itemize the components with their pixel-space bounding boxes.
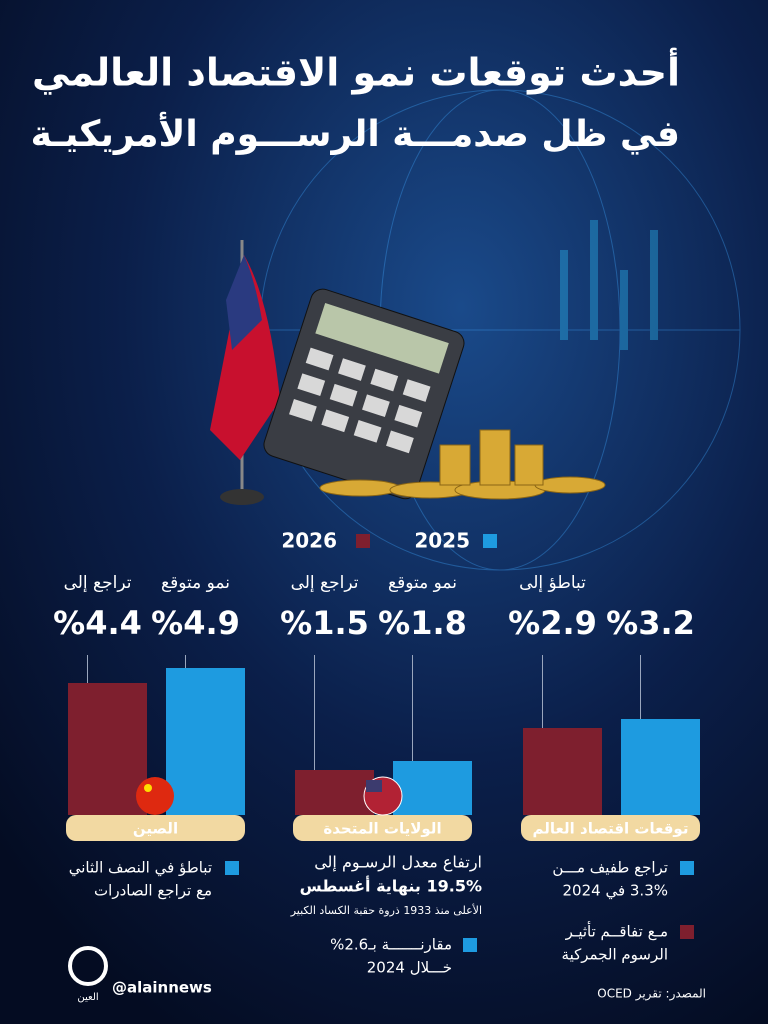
- value-label: %4.9: [151, 604, 240, 642]
- footer: العين @alainnews المصدر: تقرير OCED: [68, 946, 706, 1003]
- note-bullet: [680, 925, 694, 939]
- category-pill: [293, 815, 472, 841]
- category-label: الولايات المتحدة: [323, 820, 441, 838]
- category-label: توقعات اقتصاد العالم: [533, 820, 689, 838]
- bar-chart: 2025 2026 %3.2%2.9 تباطؤ إلى توقعات اقتصاد ا…: [53, 529, 700, 841]
- bar-caption: نمو متوقع: [388, 573, 457, 593]
- note-line: خـــلال 2024: [367, 959, 452, 977]
- note-line: 19.5% بنهاية أغسطس: [300, 876, 482, 896]
- note-bullet: [680, 861, 694, 875]
- note-line: الأعلى منذ 1933 ذروة حقبة الكساد الكبير: [290, 903, 482, 917]
- bar: [295, 770, 374, 815]
- note-line: تباطؤ في النصف الثاني: [69, 859, 212, 878]
- bar: [621, 719, 700, 815]
- note-line: 3.3% في 2024: [562, 882, 668, 901]
- china-flag-badge: [136, 777, 174, 815]
- category-label: الصين: [133, 820, 178, 838]
- legend-swatch: [483, 534, 497, 548]
- title-line: أحدث توقعات نمو الاقتصاد العالمي: [32, 48, 680, 95]
- note-line: تراجع طفيف مـــن: [552, 859, 668, 877]
- title-line: في ظل صدمـــة الرســـوم الأمريكيـة: [31, 111, 680, 155]
- note-line: مقارنـــــــة بـ2.6%: [330, 936, 452, 954]
- value-label: %4.4: [53, 604, 142, 642]
- legend-label: 2026: [281, 529, 337, 553]
- note-bullet: [225, 861, 239, 875]
- note-line: مع تراجع الصادرات: [94, 882, 212, 900]
- us-flag-canton: [366, 780, 382, 792]
- bar-caption: تراجع إلى: [64, 573, 132, 593]
- bar: [393, 761, 472, 815]
- note-bullet: [463, 938, 477, 952]
- notes: تراجع طفيف مـــن 3.3% في 2024 مـع تفاقــم …: [69, 853, 694, 977]
- legend-swatch: [356, 534, 370, 548]
- bar-caption: تراجع إلى: [291, 573, 359, 593]
- bar-caption: نمو متوقع: [161, 573, 230, 593]
- legend-label: 2025: [414, 529, 470, 553]
- value-label: %2.9: [508, 604, 597, 642]
- value-label: %1.8: [378, 604, 467, 642]
- note-line: ارتفاع معدل الرسـوم إلى: [314, 853, 482, 873]
- category-pill: [66, 815, 245, 841]
- note-line: مـع تفاقــم تأثيـر: [565, 921, 668, 941]
- logo-text: العين: [77, 992, 98, 1003]
- value-label: %1.5: [280, 604, 369, 642]
- us-flag-illustration: [210, 240, 280, 505]
- coins-illustration: [319, 429, 606, 500]
- handle: @alainnews: [112, 979, 212, 997]
- source: المصدر: تقرير OCED: [597, 987, 706, 1002]
- bar-caption: تباطؤ إلى: [519, 573, 586, 593]
- bar: [166, 668, 245, 815]
- note-line: الرسوم الجمركية: [562, 946, 668, 964]
- value-label: %3.2: [606, 604, 695, 642]
- category-pill: [521, 815, 700, 841]
- bar: [523, 728, 602, 815]
- china-flag-star: [144, 784, 152, 792]
- calculator-illustration: [263, 288, 465, 500]
- bar: [68, 683, 147, 815]
